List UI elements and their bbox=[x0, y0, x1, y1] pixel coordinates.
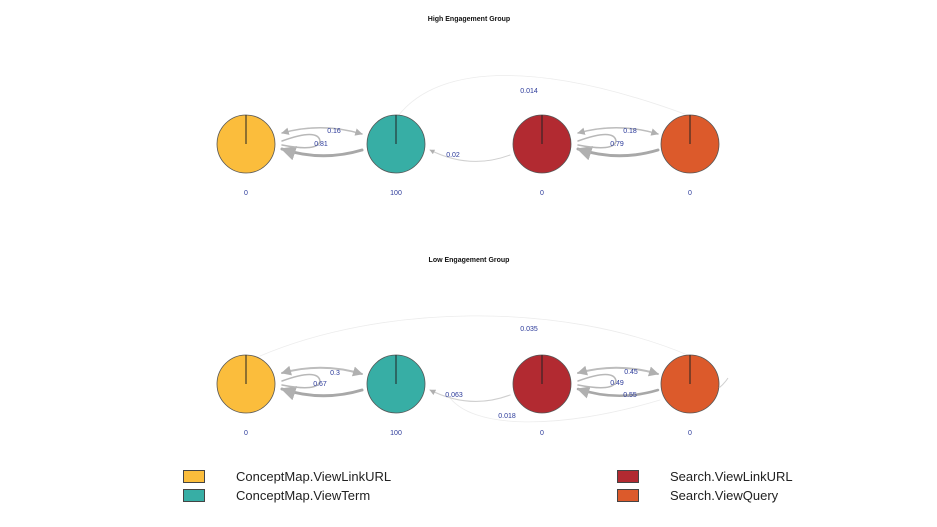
node-search-viewlinkurl-low bbox=[512, 354, 572, 414]
edge-label-s-lower-low: 0.55 bbox=[623, 392, 637, 399]
node-value-low-3: 0 bbox=[540, 430, 544, 437]
legend-label: Search.ViewLinkURL bbox=[670, 469, 793, 484]
legend-swatch bbox=[183, 470, 205, 483]
node-value-high-3: 0 bbox=[540, 190, 544, 197]
edge-s-loop-high bbox=[577, 133, 617, 149]
node-search-viewlinkurl-high bbox=[512, 114, 572, 174]
legend-item-conceptmap-viewterm: ConceptMap.ViewTerm bbox=[183, 488, 370, 503]
node-value-high-1: 0 bbox=[244, 190, 248, 197]
edge-s-upper-high bbox=[577, 127, 659, 136]
legend-item-search-viewlinkurl: Search.ViewLinkURL bbox=[617, 469, 793, 484]
legend-label: Search.ViewQuery bbox=[670, 488, 779, 503]
panel-title-low: Low Engagement Group bbox=[429, 257, 510, 264]
legend-item-search-viewquery: Search.ViewQuery bbox=[617, 488, 778, 503]
node-conceptmap-viewlinkurl-high bbox=[216, 114, 276, 174]
node-search-viewquery-low bbox=[660, 354, 729, 414]
edge-label-s-upper-low: 0.45 bbox=[624, 369, 638, 376]
edge-s-loop-low bbox=[577, 373, 617, 389]
edge-top-arc-high bbox=[397, 75, 691, 117]
node-value-high-2: 100 bbox=[390, 190, 402, 197]
node-conceptmap-viewterm-high bbox=[366, 114, 426, 174]
node-value-low-1: 0 bbox=[244, 430, 248, 437]
edge-label-top-high: 0.014 bbox=[520, 88, 538, 95]
edge-label-s-lower-high: 0.79 bbox=[610, 141, 624, 148]
node-value-low-2: 100 bbox=[390, 430, 402, 437]
edge-label-cm-lower-low: 0.67 bbox=[313, 381, 327, 388]
legend: ConceptMap.ViewLinkURL ConceptMap.ViewTe… bbox=[0, 462, 937, 527]
panel-low-engagement: Low Engagement Group 0.035 0.3 0.67 0.06… bbox=[216, 257, 729, 437]
edge-s-lower-high bbox=[576, 146, 660, 161]
node-value-high-4: 0 bbox=[688, 190, 692, 197]
edge-label-mid-low: 0.063 bbox=[445, 392, 463, 399]
edge-label-bottom-low: 0.018 bbox=[498, 413, 516, 420]
node-conceptmap-viewterm-low bbox=[366, 354, 426, 414]
node-value-low-4: 0 bbox=[688, 430, 692, 437]
legend-item-conceptmap-viewlinkurl: ConceptMap.ViewLinkURL bbox=[183, 469, 391, 484]
edge-label-cm-upper-high: 0.16 bbox=[327, 128, 341, 135]
edge-cm-lower-high bbox=[280, 146, 364, 161]
edge-label-cm-upper-low: 0.3 bbox=[330, 370, 340, 377]
panel-title-high: High Engagement Group bbox=[428, 16, 510, 23]
edge-top-arc-low bbox=[259, 315, 691, 357]
transition-network-diagram: High Engagement Group 0.014 0.16 0.81 0.… bbox=[216, 16, 729, 437]
edge-mid-low bbox=[429, 389, 511, 402]
edge-s-upper-low bbox=[577, 365, 659, 377]
node-conceptmap-viewlinkurl-low bbox=[216, 354, 276, 414]
edge-cm-loop-low bbox=[281, 373, 321, 389]
edge-mid-high bbox=[429, 149, 511, 162]
legend-swatch bbox=[183, 489, 205, 502]
edge-label-cm-lower-high: 0.81 bbox=[314, 141, 328, 148]
edge-label-mid-high: 0.02 bbox=[446, 152, 460, 159]
edge-s-lower-low bbox=[576, 386, 660, 399]
edge-cm-loop-high bbox=[281, 133, 321, 149]
edge-label-top-low: 0.035 bbox=[520, 326, 538, 333]
node-search-viewquery-high bbox=[660, 114, 720, 174]
edge-cm-upper-high bbox=[281, 127, 363, 136]
panel-high-engagement: High Engagement Group 0.014 0.16 0.81 0.… bbox=[216, 16, 720, 197]
edge-cm-upper-low bbox=[281, 365, 363, 377]
edge-bottom-arc-low bbox=[447, 394, 661, 423]
edge-label-s-upper-high: 0.18 bbox=[623, 128, 637, 135]
legend-swatch bbox=[617, 470, 639, 483]
edge-cm-lower-low bbox=[280, 386, 364, 401]
edge-label-s-mid-low: 0.49 bbox=[610, 380, 624, 387]
edges-low bbox=[259, 315, 691, 423]
legend-label: ConceptMap.ViewLinkURL bbox=[236, 469, 392, 484]
legend-label: ConceptMap.ViewTerm bbox=[236, 488, 371, 503]
edges-high bbox=[280, 75, 691, 162]
legend-swatch bbox=[617, 489, 639, 502]
